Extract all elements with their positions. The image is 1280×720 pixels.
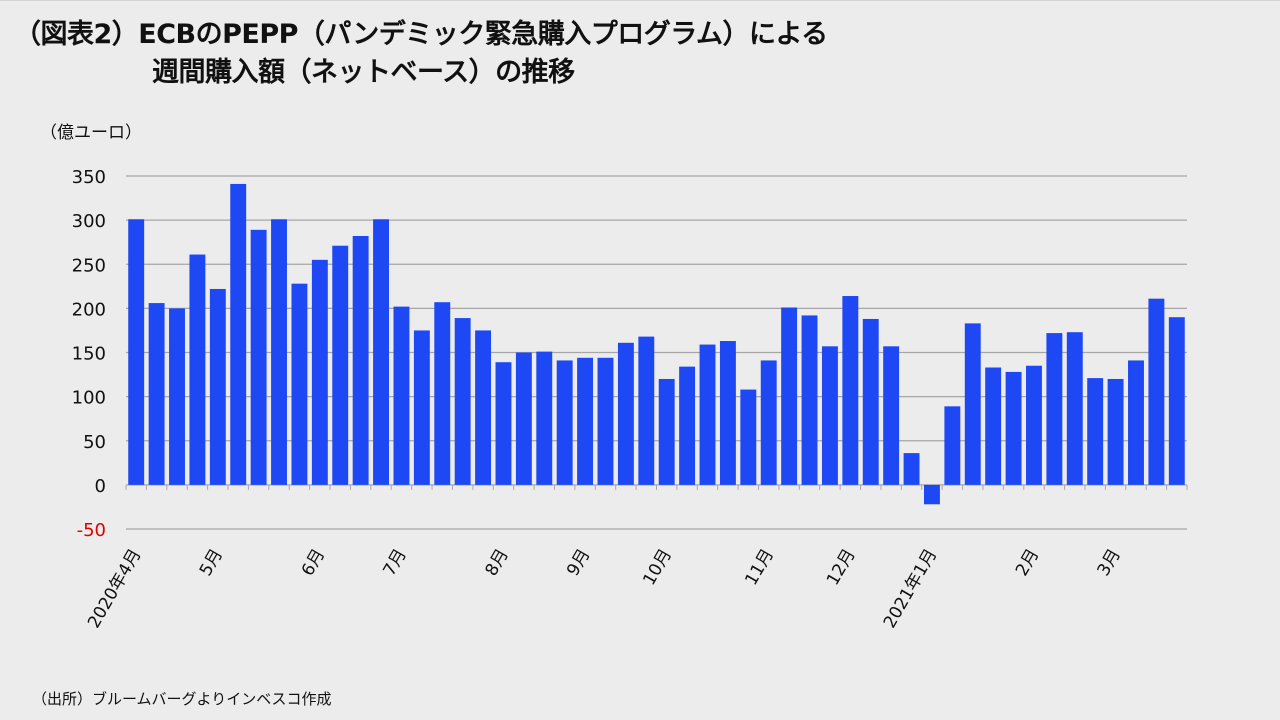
bar (923, 484, 940, 505)
bar (475, 330, 492, 485)
bar (1148, 298, 1165, 485)
x-tick-label: 10月 (639, 546, 676, 589)
bar (760, 360, 777, 485)
x-tick-label: 7月 (380, 546, 411, 580)
y-tick-label: 200 (72, 299, 106, 320)
bar (883, 346, 900, 485)
bar (617, 342, 634, 485)
bar (148, 303, 165, 485)
y-tick-label: 50 (83, 432, 106, 453)
x-tick-label: 9月 (563, 546, 594, 580)
x-tick-label: 2020年4月 (84, 546, 145, 632)
x-tick-label: 5月 (196, 546, 227, 580)
bar (373, 219, 390, 485)
bar (495, 362, 512, 485)
bar (556, 360, 573, 485)
x-tick-label: 11月 (741, 546, 778, 589)
bar (311, 259, 328, 485)
bar (413, 330, 430, 485)
bar (1026, 365, 1042, 485)
top-border (0, 0, 1280, 1)
bar (515, 352, 532, 485)
x-tick-label: 3月 (1094, 546, 1125, 580)
bar (230, 183, 247, 485)
source-note: （出所）ブルームバーグよりインベスコ作成 (32, 690, 332, 708)
bar (985, 367, 1002, 485)
y-axis-unit-label: （億ユーロ） (40, 123, 142, 143)
bar (964, 323, 981, 485)
y-tick-label: 100 (72, 388, 106, 409)
y-tick-label: 300 (72, 211, 106, 232)
bar (1005, 371, 1022, 485)
bar (332, 245, 349, 485)
bar (250, 229, 267, 485)
bar (352, 236, 369, 485)
bar (1128, 360, 1144, 485)
bar (393, 306, 410, 485)
bar (1087, 378, 1104, 485)
bar (1168, 317, 1185, 485)
y-tick-label: 350 (72, 167, 106, 188)
x-tick-label: 2月 (1012, 546, 1043, 580)
chart-title: （図表2）ECBのPEPP（パンデミック緊急購入プログラム）による 週間購入額（… (14, 16, 828, 92)
bar (821, 346, 838, 485)
bar (781, 307, 798, 485)
bar (1066, 332, 1083, 485)
bar (699, 344, 716, 485)
y-tick-label: 250 (72, 255, 106, 276)
bar (903, 453, 920, 485)
bar (454, 318, 471, 485)
bar (638, 336, 655, 485)
bar (597, 357, 614, 485)
bar (271, 219, 287, 485)
bar (209, 288, 226, 485)
y-tick-label: 0 (95, 476, 106, 497)
bar (1046, 333, 1063, 485)
bar (536, 351, 553, 485)
bar (801, 315, 818, 485)
bar (434, 302, 451, 485)
bar (169, 308, 185, 485)
bar (658, 378, 675, 485)
bar (679, 366, 696, 485)
bar (944, 406, 961, 485)
bar (719, 341, 736, 485)
x-tick-label: 6月 (298, 546, 329, 580)
x-tick-label: 12月 (823, 546, 860, 589)
x-tick-label: 8月 (482, 546, 513, 580)
bar (740, 389, 757, 485)
bar (291, 283, 308, 485)
bar (862, 318, 879, 485)
x-tick-label: 2021年1月 (880, 546, 941, 632)
y-tick-label: -50 (77, 520, 106, 541)
chart-title-line2: 週間購入額（ネットベース）の推移 (152, 57, 575, 88)
bar (842, 296, 859, 485)
chart-title-line1: （図表2）ECBのPEPP（パンデミック緊急購入プログラム）による (14, 19, 828, 50)
bar (577, 357, 594, 485)
y-tick-label: 150 (72, 344, 106, 365)
bar (128, 219, 145, 485)
bar (189, 254, 206, 485)
bar (1107, 378, 1124, 485)
